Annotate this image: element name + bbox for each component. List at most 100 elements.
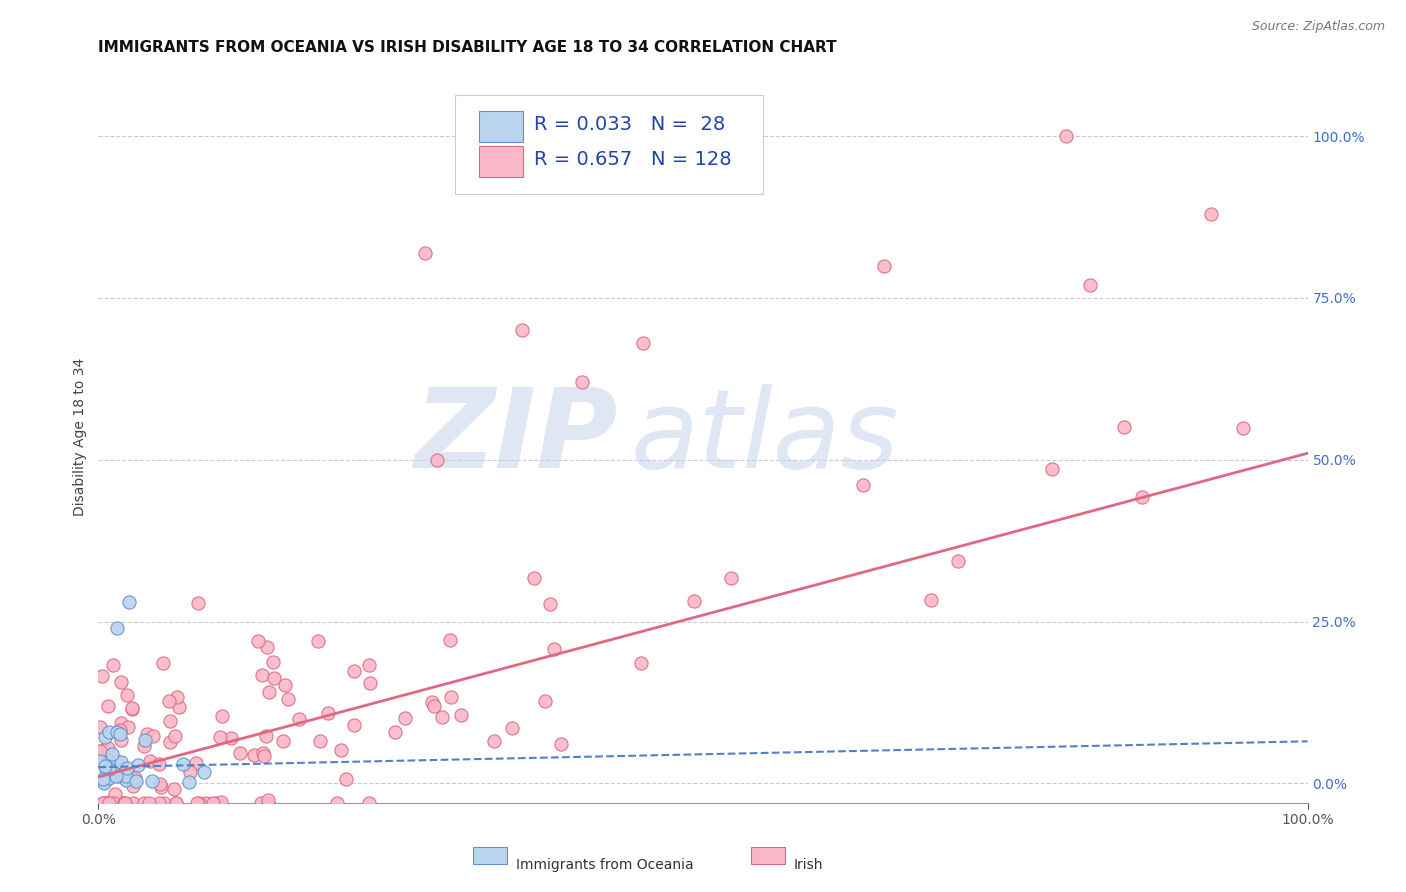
Point [482, 734, 505, 748]
Point [94, 763, 117, 777]
Point [134, 732, 156, 747]
Point [252, 668, 274, 682]
Point [257, 684, 280, 698]
Point [1199, 207, 1222, 221]
Point [852, 478, 875, 492]
Point [97, 796, 120, 810]
Point [90, 669, 112, 683]
Point [166, 690, 188, 704]
Point [165, 796, 187, 810]
Point [103, 796, 125, 810]
Point [920, 593, 942, 607]
Point [105, 755, 128, 769]
Point [152, 656, 174, 670]
Point [439, 633, 461, 648]
Point [205, 796, 228, 810]
Point [122, 780, 145, 794]
Text: R = 0.033   N =  28: R = 0.033 N = 28 [534, 115, 725, 135]
Point [110, 733, 132, 747]
Point [243, 748, 266, 763]
Point [97, 698, 120, 713]
Point [134, 739, 156, 753]
Point [93, 775, 115, 789]
Point [329, 743, 352, 757]
Point [93, 730, 115, 744]
FancyBboxPatch shape [479, 111, 523, 142]
Point [271, 734, 294, 748]
Point [172, 756, 194, 771]
Point [543, 642, 565, 657]
Point [550, 738, 572, 752]
Point [307, 633, 329, 648]
Point [91, 743, 114, 757]
Point [948, 554, 970, 568]
Point [89, 720, 111, 734]
Point [112, 796, 135, 810]
Point [157, 693, 180, 707]
Point [163, 782, 186, 797]
Point [263, 671, 285, 685]
Point [308, 733, 330, 747]
Point [110, 723, 132, 737]
Point [523, 571, 546, 585]
Point [179, 775, 201, 789]
Point [167, 700, 190, 714]
Point [89, 754, 111, 768]
Point [110, 675, 132, 690]
Point [101, 747, 124, 762]
Point [110, 727, 132, 741]
Text: Immigrants from Oceania: Immigrants from Oceania [516, 858, 693, 871]
Point [148, 796, 170, 810]
Point [394, 711, 416, 725]
Point [1114, 419, 1136, 434]
Point [873, 259, 896, 273]
Point [510, 323, 533, 337]
Point [501, 721, 523, 735]
Bar [751, 847, 785, 863]
Point [138, 796, 160, 810]
Point [103, 658, 125, 673]
Point [209, 796, 232, 810]
Point [110, 756, 132, 770]
Point [682, 593, 704, 607]
Point [288, 712, 311, 726]
Point [571, 375, 593, 389]
Point [219, 731, 242, 745]
Point [121, 796, 143, 810]
Point [148, 757, 170, 772]
Point [257, 793, 280, 807]
Point [262, 655, 284, 669]
Point [534, 694, 557, 708]
Point [115, 772, 138, 787]
Point [211, 709, 233, 723]
Point [91, 796, 114, 810]
Point [159, 735, 181, 749]
Point [153, 796, 176, 810]
Point [136, 727, 159, 741]
Point [335, 772, 357, 786]
Point [121, 701, 143, 715]
Text: IMMIGRANTS FROM OCEANIA VS IRISH DISABILITY AGE 18 TO 34 CORRELATION CHART: IMMIGRANTS FROM OCEANIA VS IRISH DISABIL… [98, 40, 837, 55]
Point [105, 724, 128, 739]
Point [98, 796, 121, 810]
Point [124, 774, 146, 789]
Point [384, 724, 406, 739]
Point [359, 657, 381, 672]
Point [101, 759, 124, 773]
Point [1040, 461, 1063, 475]
Point [98, 771, 121, 785]
Point [97, 740, 120, 755]
Point [1130, 490, 1153, 504]
Point [247, 633, 270, 648]
Point [117, 720, 139, 734]
Point [186, 756, 208, 771]
Point [1078, 277, 1101, 292]
Point [1054, 129, 1077, 144]
Point [118, 595, 141, 609]
Point [114, 796, 136, 810]
Point [159, 714, 181, 728]
Text: Source: ZipAtlas.com: Source: ZipAtlas.com [1251, 20, 1385, 33]
Point [630, 656, 652, 670]
Point [91, 772, 114, 787]
Point [94, 758, 117, 772]
